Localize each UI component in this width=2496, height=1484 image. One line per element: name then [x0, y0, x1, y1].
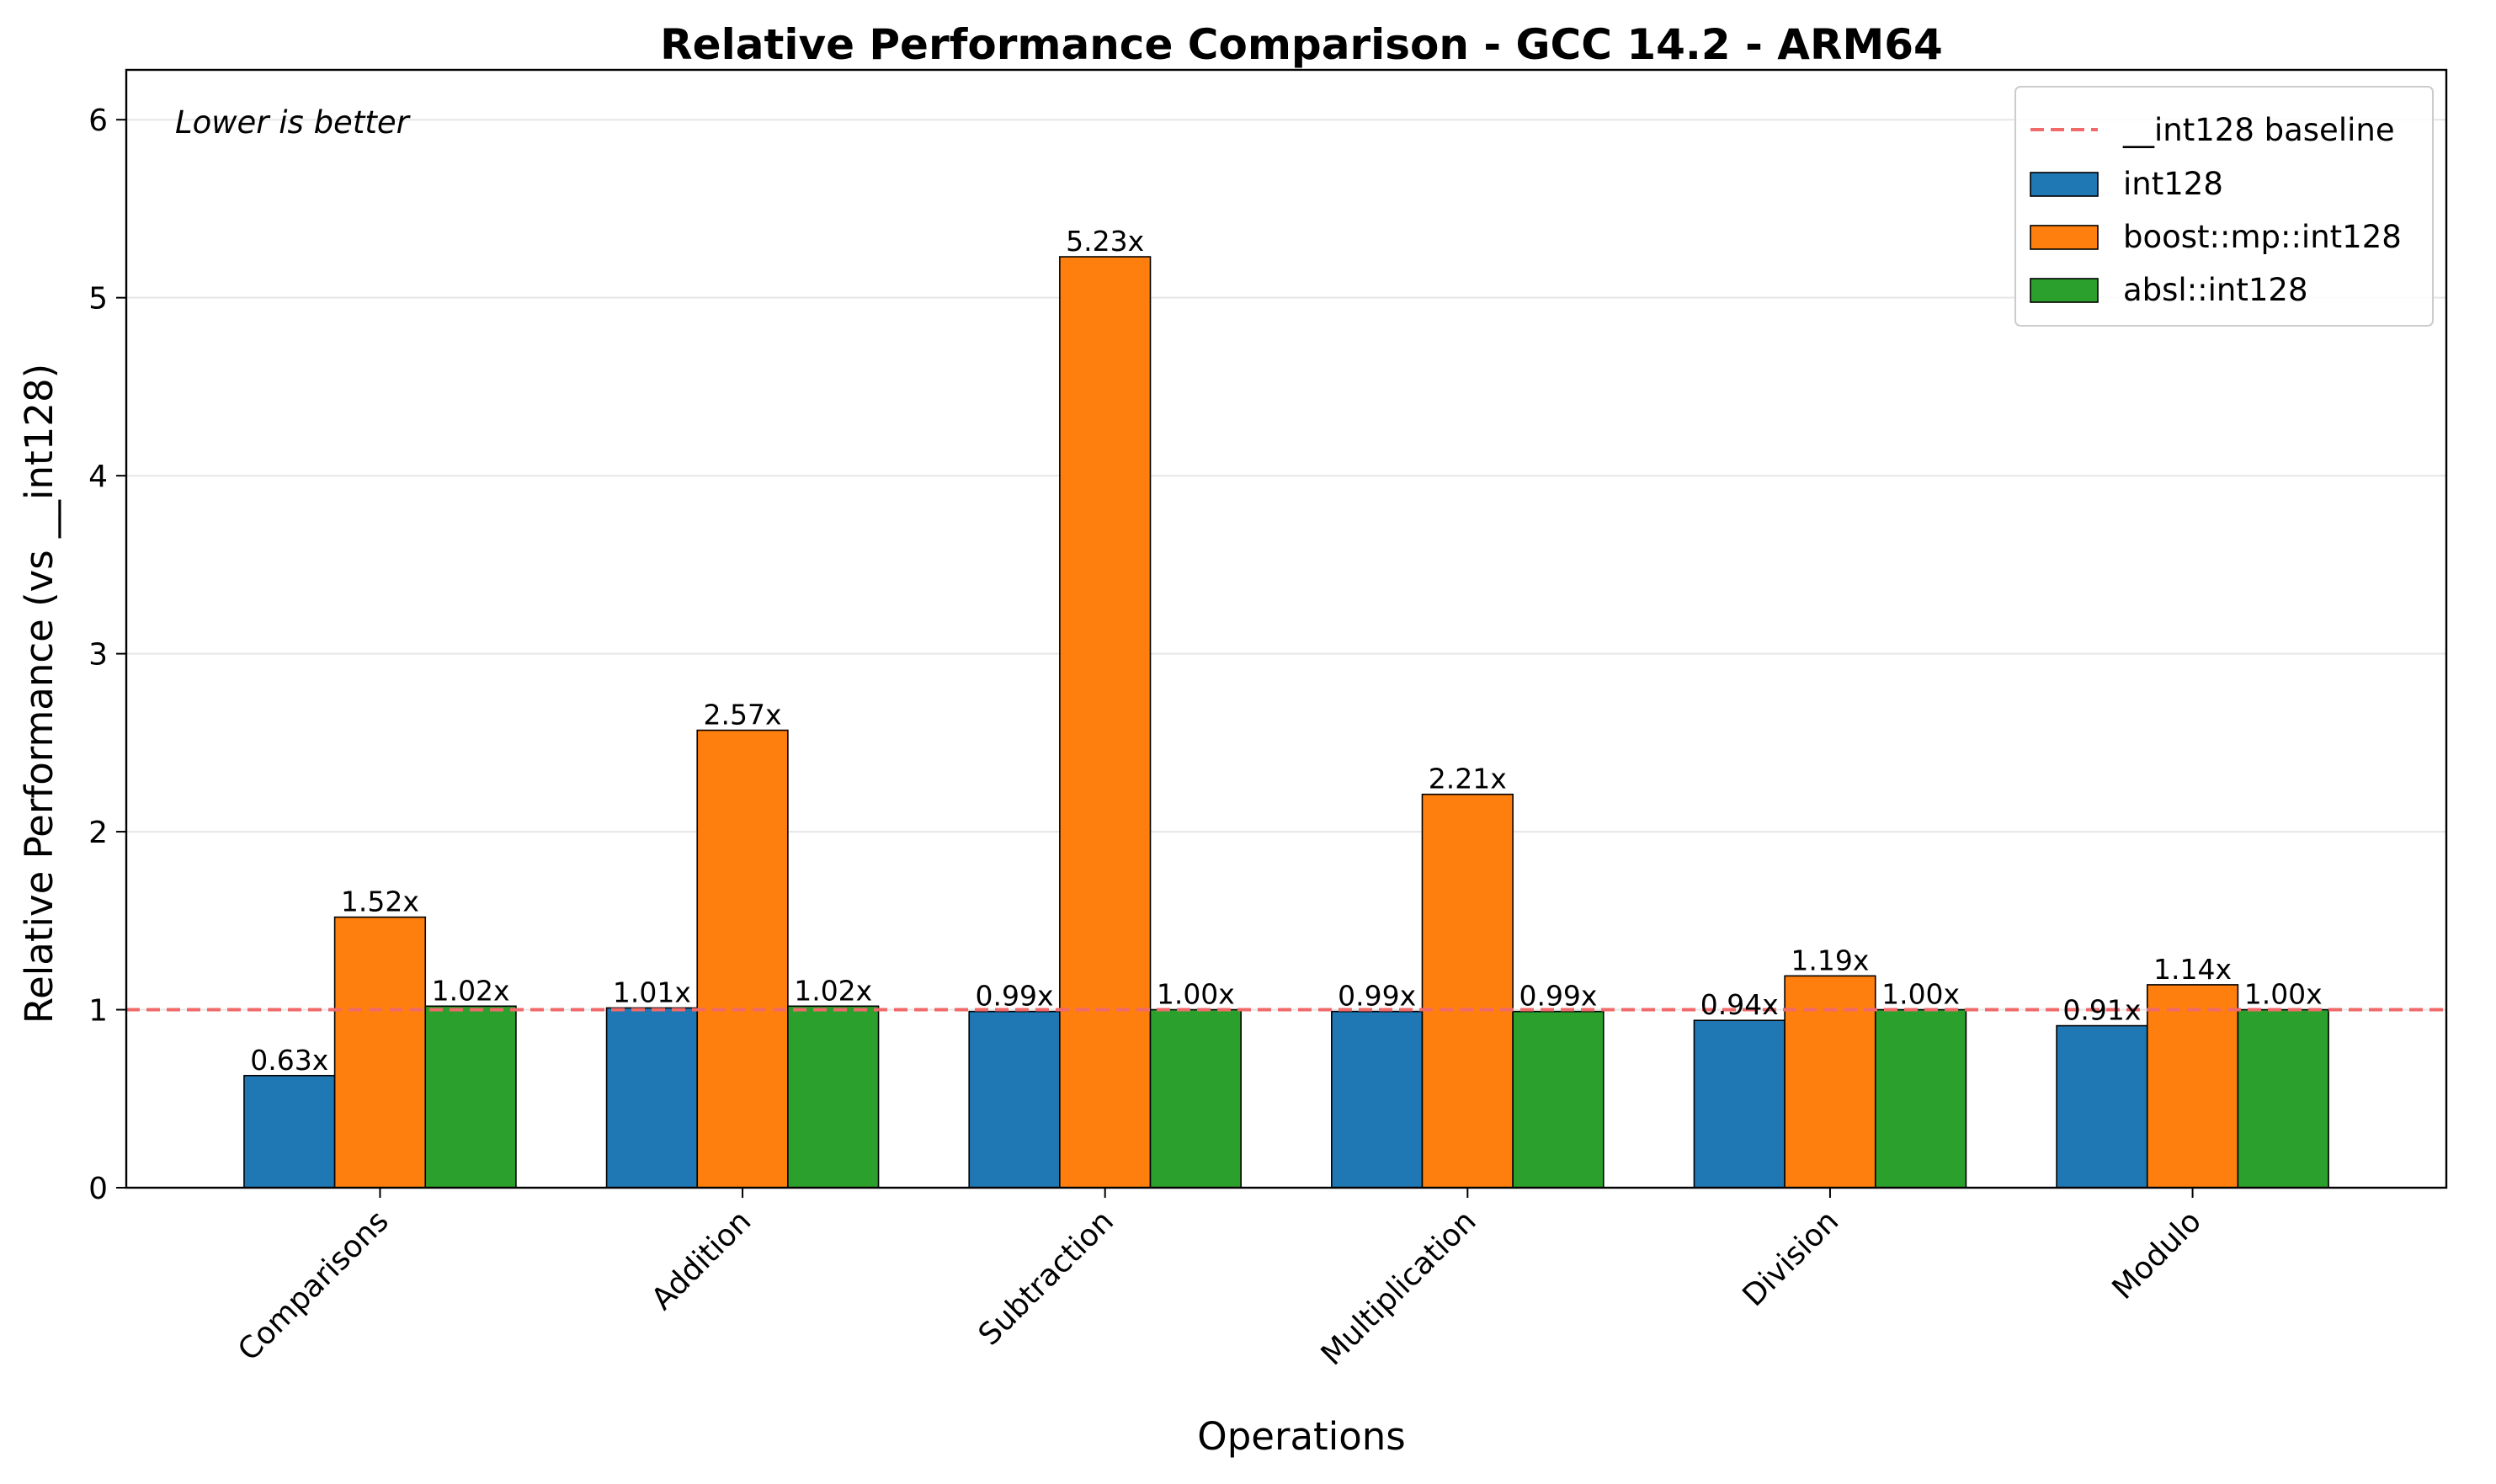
bar [1149, 1008, 1242, 1189]
bar [1059, 256, 1152, 1189]
data-label: 1.14x [2153, 953, 2232, 986]
data-label: 0.91x [2062, 994, 2141, 1027]
bar [333, 916, 427, 1189]
legend-swatch [2030, 278, 2099, 303]
legend: __int128 baselineint128boost::mp::int128… [2014, 86, 2434, 327]
legend-swatch [2030, 172, 2099, 197]
y-tick-label: 2 [88, 816, 108, 850]
x-tick-label: Modulo [2105, 1204, 2207, 1306]
data-labels: 0.63x 1.52x 1.02x 1.01x 2.57x 1.02x 0.99x 5.23x… [250, 225, 2322, 1077]
y-tick-label: 5 [88, 282, 108, 316]
plot-frame [125, 68, 2448, 1189]
data-label: 1.02x [432, 974, 510, 1007]
data-label: 0.99x [1519, 980, 1597, 1013]
y-tick-label: 1 [88, 994, 108, 1029]
bar [424, 1005, 517, 1189]
bar [1421, 793, 1514, 1189]
x-axis-label: Operations [1197, 1414, 1405, 1459]
legend-box [2014, 86, 2434, 327]
data-label: 1.01x [613, 976, 691, 1008]
x-axis: Comparisons Addition Subtraction Multiplica… [232, 1188, 2208, 1372]
data-label: 1.00x [2244, 978, 2323, 1011]
bar [696, 729, 789, 1189]
chart-title: Relative Performance Comparison - GCC 14… [660, 20, 1943, 69]
bar [787, 1005, 880, 1189]
bars [243, 256, 2329, 1189]
x-tick-label: Multiplication [1315, 1204, 1483, 1372]
x-tick-label: Division [1736, 1204, 1845, 1313]
legend-swatch [2030, 225, 2099, 250]
x-tick-label: Comparisons [232, 1204, 396, 1368]
y-tick-label: 4 [88, 460, 108, 494]
bar [2237, 1008, 2329, 1189]
data-label: 0.94x [1700, 988, 1779, 1021]
data-label: 1.00x [1157, 978, 1235, 1011]
data-label: 1.19x [1791, 944, 1869, 976]
bar [243, 1074, 336, 1189]
legend-label: absl::int128 [2123, 272, 2308, 308]
y-axis: 0 1 2 3 4 5 6 [88, 104, 126, 1206]
lower-is-better-note: Lower is better [175, 104, 412, 141]
legend-label: boost::mp::int128 [2123, 219, 2402, 255]
bar [1512, 1010, 1605, 1189]
data-label: 1.00x [1881, 978, 1960, 1011]
y-axis-label: Relative Performance (vs __int128) [17, 364, 61, 1024]
data-label: 0.63x [250, 1044, 328, 1077]
data-label: 0.99x [976, 980, 1054, 1013]
y-tick-label: 3 [88, 638, 108, 673]
bar [1874, 1008, 1967, 1189]
legend-label: int128 [2123, 166, 2223, 202]
bar [605, 1007, 699, 1189]
bar [1784, 975, 1876, 1189]
bar [1693, 1019, 1786, 1189]
bar [968, 1010, 1061, 1189]
data-label: 5.23x [1066, 225, 1144, 258]
data-label: 1.52x [341, 886, 419, 918]
bar [1331, 1010, 1424, 1189]
y-tick-label: 0 [88, 1172, 108, 1206]
x-tick-label: Addition [645, 1204, 758, 1316]
x-tick-label: Subtraction [972, 1204, 1120, 1352]
legend-label: __int128 baseline [2122, 112, 2395, 148]
bar [2056, 1024, 2148, 1189]
data-label: 0.99x [1338, 980, 1416, 1013]
bar [2146, 984, 2239, 1189]
y-tick-label: 6 [88, 104, 108, 138]
data-label: 1.02x [794, 974, 872, 1007]
data-label: 2.21x [1429, 763, 1507, 795]
data-label: 2.57x [704, 699, 782, 731]
